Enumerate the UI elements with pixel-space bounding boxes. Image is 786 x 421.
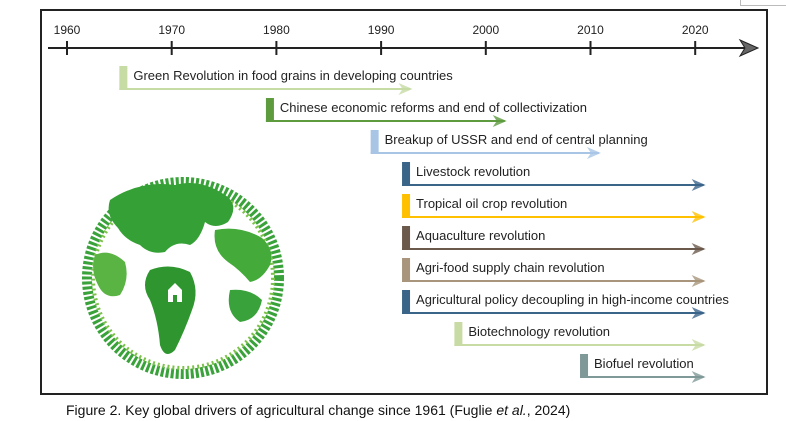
arrow-head-icon: [398, 83, 413, 95]
driver-start-marker: [265, 98, 274, 122]
driver-start-marker: [402, 194, 411, 218]
driver-start-marker: [402, 162, 411, 186]
driver-label: Agricultural policy decoupling in high-i…: [416, 292, 729, 307]
arrow-head-icon: [691, 275, 706, 287]
driver-label: Green Revolution in food grains in devel…: [133, 68, 453, 83]
driver-label: Livestock revolution: [416, 164, 531, 179]
driver-bar: [402, 226, 706, 255]
globe-illustration: [82, 177, 284, 379]
driver-label: Tropical oil crop revolution: [416, 196, 568, 211]
driver-bar: [454, 322, 706, 351]
figure-frame: [40, 9, 768, 395]
driver-start-marker: [402, 290, 411, 314]
driver-bar: [402, 258, 706, 287]
arrow-head-icon: [691, 211, 706, 223]
arrow-head-icon: [691, 307, 706, 319]
driver-label: Agri-food supply chain revolution: [416, 260, 605, 275]
arrow-head-icon: [691, 179, 706, 191]
corner-box: [740, 0, 786, 6]
arrow-head-icon: [691, 371, 706, 383]
driver-label: Biotechnology revolution: [468, 324, 611, 339]
axis-year-label: 1960: [54, 23, 81, 37]
axis-year-label: 1970: [158, 23, 185, 37]
driver-start-marker: [402, 226, 411, 250]
timeline-axis: [48, 38, 760, 58]
driver-label: Chinese economic reforms and end of coll…: [279, 100, 588, 115]
arrow-head-icon: [691, 339, 706, 351]
driver-bar: [119, 66, 413, 95]
driver-start-marker: [119, 66, 128, 90]
axis-year-label: 1990: [368, 23, 395, 37]
driver-bar: [402, 290, 706, 319]
caption-text-end: , 2024): [526, 402, 571, 418]
axis-year-label: 2020: [682, 23, 709, 37]
driver-start-marker: [454, 322, 463, 346]
driver-bar: [580, 354, 706, 383]
driver-bar: [402, 194, 706, 223]
driver-bar: [265, 98, 507, 127]
driver-start-marker: [402, 258, 411, 282]
figure-caption: Figure 2. Key global drivers of agricult…: [66, 402, 570, 418]
arrow-head-icon: [492, 115, 507, 127]
driver-bar: [370, 130, 601, 159]
driver-label: Aquaculture revolution: [416, 228, 546, 243]
driver-label: Biofuel revolution: [594, 356, 694, 371]
axis-year-label: 1980: [263, 23, 290, 37]
driver-start-marker: [580, 354, 589, 378]
axis-year-label: 2010: [577, 23, 604, 37]
caption-text: Figure 2. Key global drivers of agricult…: [66, 402, 497, 418]
arrow-head-icon: [691, 243, 706, 255]
arrow-head-icon: [586, 147, 601, 159]
axis-year-label: 2000: [472, 23, 499, 37]
driver-start-marker: [370, 130, 379, 154]
caption-italic: et al.: [496, 402, 527, 418]
driver-bar: [402, 162, 706, 191]
driver-label: Breakup of USSR and end of central plann…: [384, 132, 648, 147]
